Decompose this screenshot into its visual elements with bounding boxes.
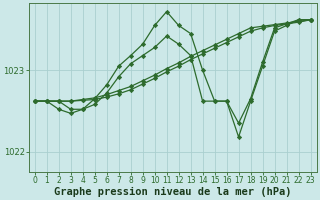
X-axis label: Graphe pression niveau de la mer (hPa): Graphe pression niveau de la mer (hPa) xyxy=(54,186,292,197)
